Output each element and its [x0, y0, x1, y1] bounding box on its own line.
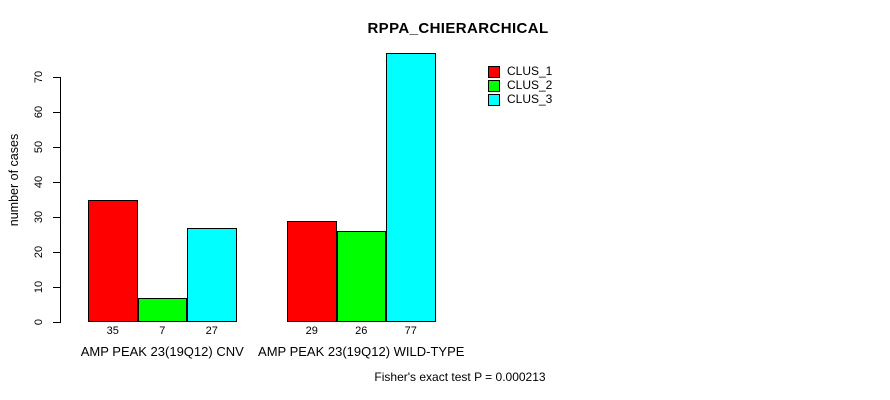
- category-label: AMP PEAK 23(19Q12) WILD-TYPE: [258, 344, 465, 359]
- bar-clus_1-group-1: [88, 199, 138, 322]
- legend-label: CLUS_1: [507, 64, 553, 78]
- bar-value-label: 77: [404, 325, 417, 337]
- y-axis-line: [60, 77, 61, 323]
- annotation-text: Fisher's exact test P = 0.000213: [374, 370, 546, 384]
- bar-value-label: 35: [106, 325, 119, 337]
- y-axis-tick-label: 50: [33, 140, 45, 154]
- chart-title: RPPA_CHIERARCHICAL: [367, 20, 549, 37]
- y-axis-tick: [53, 112, 60, 113]
- legend-label: CLUS_2: [507, 78, 553, 92]
- y-axis-tick: [53, 322, 60, 323]
- category-label: AMP PEAK 23(19Q12) CNV: [80, 344, 244, 359]
- y-axis-tick: [53, 182, 60, 183]
- legend-item-clus_2: CLUS_2: [488, 79, 552, 92]
- y-axis-tick-label: 70: [33, 70, 45, 84]
- bar-clus_2-group-1: [137, 297, 187, 322]
- legend-label: CLUS_3: [507, 92, 553, 106]
- y-axis-tick: [53, 287, 60, 288]
- legend-swatch-clus_3: [488, 93, 500, 106]
- y-axis-tick: [53, 77, 60, 78]
- legend-swatch-clus_2: [488, 79, 500, 92]
- y-axis-tick: [53, 147, 60, 148]
- y-axis-tick-label: 10: [33, 280, 45, 294]
- legend-item-clus_1: CLUS_1: [488, 65, 552, 78]
- bar-clus_3-group-2: [386, 52, 436, 322]
- bar-value-label: 29: [305, 325, 318, 337]
- legend-swatch-clus_1: [488, 65, 500, 78]
- y-axis-tick: [53, 252, 60, 253]
- y-axis-tick-label: 60: [33, 105, 45, 119]
- bar-clus_1-group-2: [287, 220, 337, 322]
- y-axis-tick-label: 0: [33, 318, 45, 326]
- bar-value-label: 7: [159, 325, 166, 337]
- y-axis-tick: [53, 217, 60, 218]
- legend: CLUS_1 CLUS_2 CLUS_3: [488, 65, 552, 107]
- bar-clus_3-group-1: [187, 227, 237, 322]
- y-axis-tick-label: 30: [33, 210, 45, 224]
- y-axis-label: number of cases: [7, 133, 21, 227]
- legend-item-clus_3: CLUS_3: [488, 93, 552, 106]
- bar-value-label: 27: [205, 325, 218, 337]
- y-axis-tick-label: 20: [33, 245, 45, 259]
- bar-value-label: 26: [355, 325, 368, 337]
- y-axis-tick-label: 40: [33, 175, 45, 189]
- bar-clus_2-group-2: [336, 231, 386, 322]
